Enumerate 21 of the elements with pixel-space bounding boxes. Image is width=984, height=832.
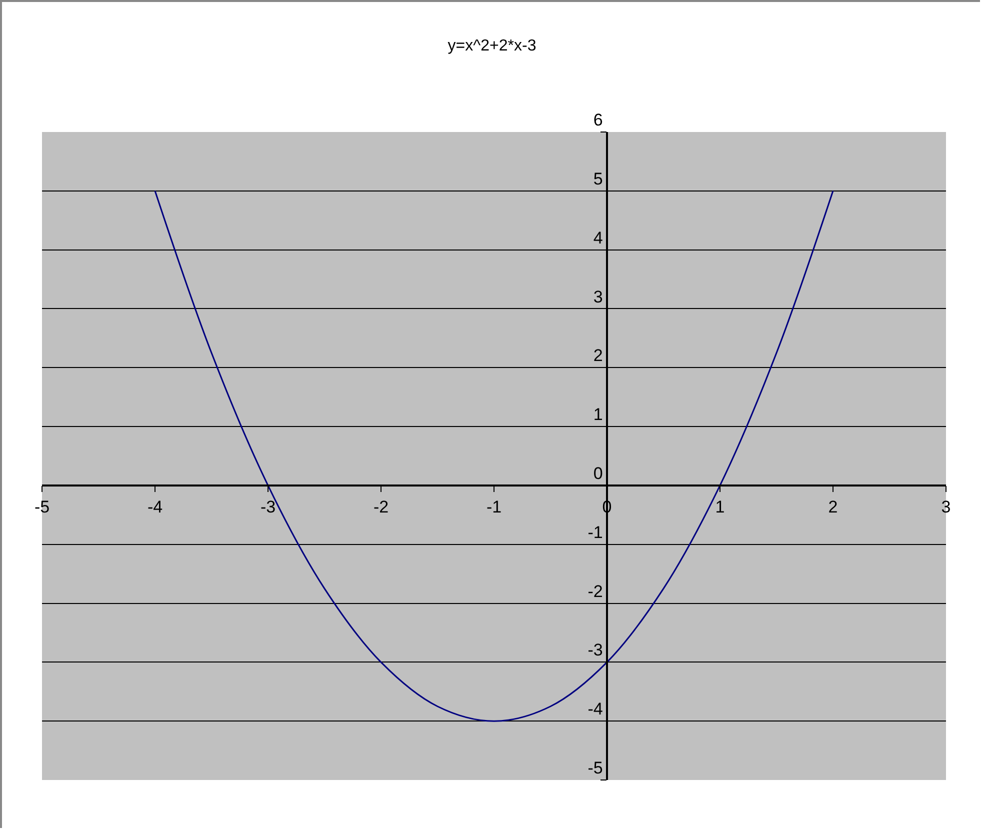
- x-tick-label: 2: [828, 498, 838, 517]
- chart-title: y=x^2+2*x-3: [448, 37, 536, 54]
- y-tick-label: 6: [593, 110, 603, 130]
- x-tick-label: -4: [147, 498, 163, 517]
- y-tick-label: 1: [593, 405, 603, 424]
- y-tick-label: -5: [588, 758, 603, 778]
- y-tick-label: 0: [593, 464, 603, 483]
- y-tick-label: -2: [588, 582, 603, 601]
- x-tick-label: 1: [715, 498, 725, 517]
- y-tick-label: -1: [588, 522, 603, 542]
- x-tick-label: -3: [260, 498, 276, 517]
- y-tick-label: -3: [588, 640, 603, 660]
- y-tick-label: 5: [593, 169, 603, 188]
- x-tick-label: -5: [34, 498, 50, 517]
- y-tick-label: 2: [593, 346, 603, 366]
- y-tick-label: -4: [588, 700, 603, 719]
- y-tick-label: 4: [593, 228, 603, 248]
- x-tick-label: -1: [486, 498, 502, 517]
- x-tick-label: -2: [373, 498, 389, 517]
- x-tick-label: 3: [941, 498, 951, 517]
- y-tick-label: 3: [593, 287, 603, 306]
